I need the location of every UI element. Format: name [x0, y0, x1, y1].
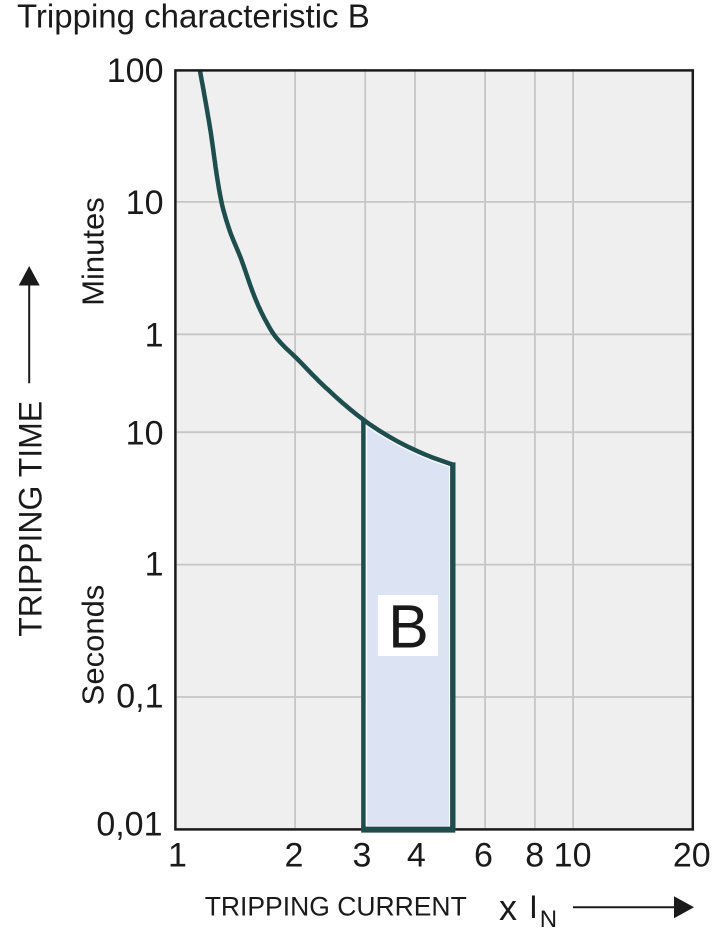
svg-text:2: 2: [285, 836, 304, 874]
svg-text:8: 8: [525, 836, 544, 874]
svg-text:20: 20: [673, 836, 711, 874]
svg-text:1: 1: [145, 316, 164, 354]
svg-text:Tripping characteristic B: Tripping characteristic B: [17, 0, 370, 35]
svg-text:TRIPPING TIME: TRIPPING TIME: [13, 401, 49, 637]
svg-text:10: 10: [126, 414, 164, 452]
svg-text:I: I: [529, 889, 538, 925]
svg-text:1: 1: [145, 545, 164, 583]
svg-text:0,1: 0,1: [116, 678, 163, 716]
svg-text:x: x: [499, 887, 517, 928]
svg-text:4: 4: [407, 836, 426, 874]
svg-text:0,01: 0,01: [96, 805, 162, 843]
svg-text:10: 10: [126, 184, 164, 222]
svg-text:10: 10: [554, 836, 592, 874]
svg-text:100: 100: [107, 52, 164, 90]
svg-text:Minutes: Minutes: [76, 197, 111, 306]
svg-text:B: B: [388, 593, 429, 661]
svg-text:3: 3: [353, 836, 372, 874]
svg-text:Seconds: Seconds: [76, 585, 111, 706]
svg-text:6: 6: [474, 836, 493, 874]
svg-text:TRIPPING CURRENT: TRIPPING CURRENT: [205, 891, 467, 921]
svg-text:1: 1: [168, 836, 187, 874]
svg-text:N: N: [540, 906, 557, 933]
